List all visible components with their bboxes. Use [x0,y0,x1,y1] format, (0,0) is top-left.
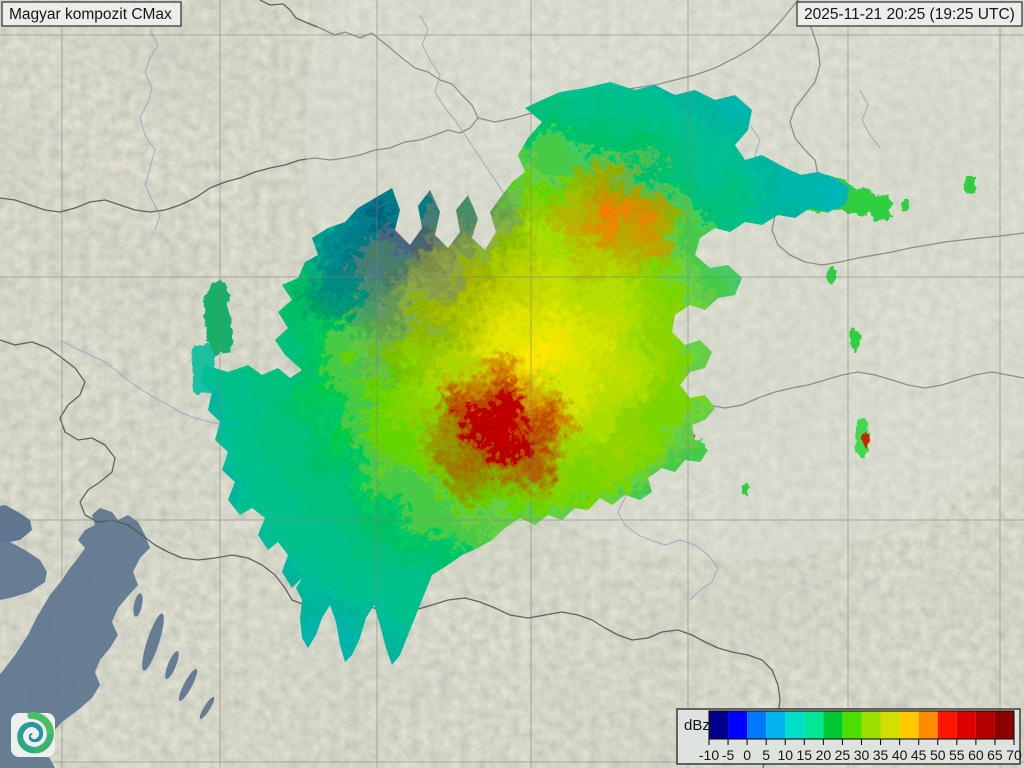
svg-text:25: 25 [835,747,851,763]
svg-text:Magyar kompozit CMax: Magyar kompozit CMax [9,6,172,23]
svg-text:50: 50 [930,747,946,763]
svg-text:40: 40 [892,747,908,763]
svg-text:-10: -10 [699,747,719,763]
svg-text:10: 10 [777,747,793,763]
svg-text:dBz: dBz [684,717,710,734]
svg-text:2025-11-21 20:25 (19:25 UTC): 2025-11-21 20:25 (19:25 UTC) [804,6,1015,23]
svg-text:20: 20 [816,747,832,763]
svg-text:-5: -5 [722,747,735,763]
svg-text:70: 70 [1006,747,1022,763]
svg-text:0: 0 [743,747,751,763]
svg-text:35: 35 [873,747,889,763]
svg-text:60: 60 [968,747,984,763]
svg-text:5: 5 [762,747,770,763]
svg-text:55: 55 [949,747,965,763]
svg-text:65: 65 [987,747,1003,763]
svg-text:15: 15 [797,747,813,763]
svg-text:30: 30 [854,747,870,763]
svg-text:45: 45 [911,747,927,763]
